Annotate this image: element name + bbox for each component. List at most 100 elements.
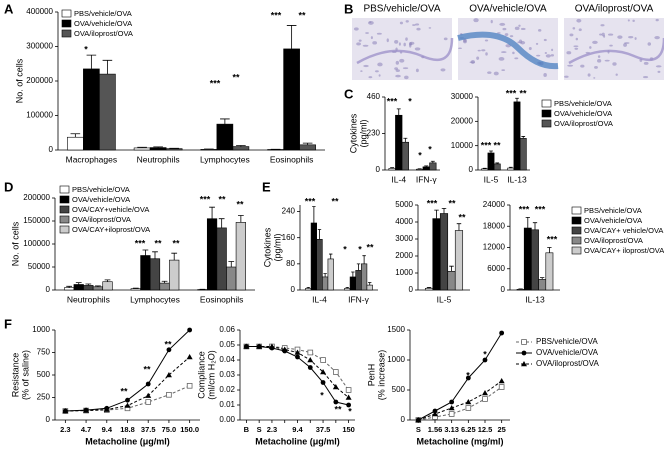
panel-label: E xyxy=(262,179,271,194)
error-bar xyxy=(66,285,73,288)
bar xyxy=(159,282,170,291)
error-bar xyxy=(525,216,530,229)
error-bar xyxy=(152,251,158,259)
cell xyxy=(535,42,539,45)
point xyxy=(465,375,471,381)
significance: ** xyxy=(448,198,456,208)
legend-swatch xyxy=(59,225,70,234)
y-tick-label: 0 xyxy=(46,415,51,424)
panel-label: A xyxy=(4,1,14,16)
y-tick-label: 500 xyxy=(37,370,51,379)
legend-swatch xyxy=(59,205,70,214)
error-bar xyxy=(441,208,447,214)
cell xyxy=(356,42,361,46)
cell xyxy=(369,21,372,23)
legend-label: OVA/vehicle/OVA xyxy=(72,195,130,204)
x-tick-label: 6.25 xyxy=(461,425,476,434)
error-bar xyxy=(449,265,454,272)
x-tick-label: S xyxy=(416,425,421,434)
error-bar xyxy=(171,252,178,261)
point xyxy=(295,354,300,360)
bar xyxy=(235,222,246,291)
significance: *** xyxy=(305,196,316,206)
x-tick-label: 9.4 xyxy=(292,425,303,434)
significance: * xyxy=(343,244,347,254)
y-tick-label: 0 xyxy=(401,415,406,424)
cell xyxy=(657,70,661,73)
significance: ** xyxy=(232,72,240,82)
bar xyxy=(349,276,356,291)
x-tick-label: 37.5 xyxy=(316,425,331,434)
y-tick-label: 0.03 xyxy=(219,370,235,379)
point xyxy=(145,392,152,398)
bar xyxy=(493,163,501,171)
bar xyxy=(226,266,237,291)
cell xyxy=(623,43,627,47)
y-tick-label: 250 xyxy=(37,393,51,402)
cell xyxy=(601,32,605,37)
cell xyxy=(377,62,383,67)
bar xyxy=(216,123,234,151)
x-tick-label: 12.5 xyxy=(478,425,493,434)
cell xyxy=(428,27,432,29)
y-tick-label: 150000 xyxy=(23,216,50,225)
micrograph xyxy=(564,18,664,80)
cell xyxy=(600,24,605,27)
error-bar xyxy=(521,136,526,139)
significance: ** xyxy=(458,212,466,222)
image-title: PBS/vehicle/OVA xyxy=(363,4,440,15)
significance: * xyxy=(418,150,422,160)
legend-label: OVA/iloprost/OVA xyxy=(72,215,131,224)
y-tick-label: 0.04 xyxy=(219,355,235,364)
point xyxy=(187,327,193,333)
error-bar xyxy=(70,133,81,138)
cell xyxy=(536,54,541,57)
point xyxy=(482,396,488,402)
bar xyxy=(416,168,424,171)
error-bar xyxy=(390,167,395,169)
cell xyxy=(476,56,480,60)
error-bar xyxy=(312,206,316,223)
significance: ** xyxy=(172,238,180,248)
bar xyxy=(165,148,183,151)
y-tick-label: 1000 xyxy=(387,355,405,364)
cell xyxy=(458,47,462,50)
bar xyxy=(133,147,151,151)
x-tick-label: 4.7 xyxy=(81,425,91,434)
significance: *** xyxy=(427,198,438,208)
y-tick-label: 1500 xyxy=(387,325,405,334)
cell xyxy=(399,58,405,63)
bar xyxy=(149,147,167,151)
y-axis-label: Cytokines xyxy=(262,227,272,267)
cell xyxy=(362,44,369,47)
bar xyxy=(149,258,161,291)
point xyxy=(307,357,314,363)
cell xyxy=(587,73,591,77)
cell xyxy=(473,18,479,23)
legend-label: PBS/vehicle/OVA xyxy=(554,99,612,108)
cell xyxy=(376,32,382,35)
cell xyxy=(573,45,579,48)
y-tick-label: 1000 xyxy=(32,325,50,334)
y-tick-label: 0 xyxy=(291,285,296,294)
significance: * xyxy=(408,96,412,106)
y-tick-label: 750 xyxy=(37,348,51,357)
error-bar xyxy=(430,160,435,163)
significance: ** xyxy=(236,199,244,209)
error-bar xyxy=(345,286,349,289)
bar xyxy=(169,259,180,291)
cell xyxy=(360,70,363,72)
legend-label: OVA/CAY+vehicle/OVA xyxy=(72,205,149,214)
point xyxy=(281,346,288,352)
x-tick-label: 2.3 xyxy=(267,425,277,434)
error-bar xyxy=(317,229,322,240)
image-title: OVA/iloprost/OVA xyxy=(575,4,654,15)
x-tick-label: 9.4 xyxy=(102,425,113,434)
cell xyxy=(628,35,634,39)
point xyxy=(465,405,472,411)
bar xyxy=(401,141,409,171)
cell xyxy=(353,27,359,31)
cell xyxy=(370,36,373,40)
cell xyxy=(589,46,592,49)
legend-label: PBS/vehicle/OVA xyxy=(584,206,642,215)
